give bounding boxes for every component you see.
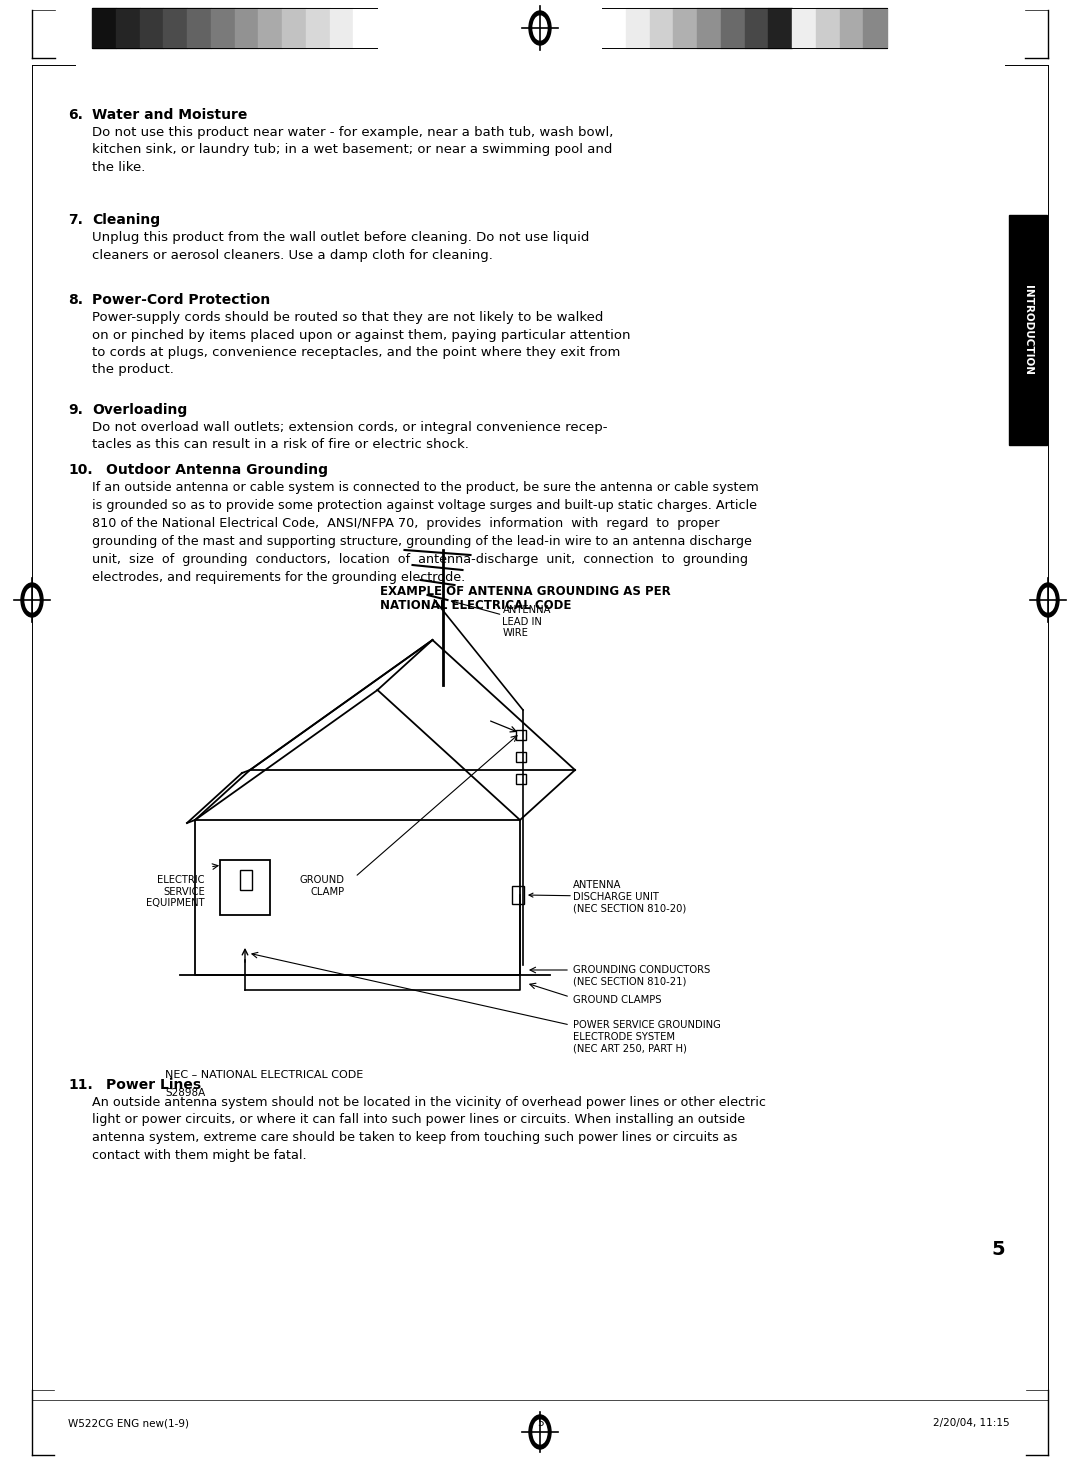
- Ellipse shape: [529, 12, 551, 45]
- Text: 5: 5: [991, 1240, 1005, 1259]
- Bar: [516, 774, 526, 785]
- Bar: [720, 7, 744, 48]
- Text: POWER SERVICE GROUNDING
ELECTRODE SYSTEM
(NEC ART 250, PART H): POWER SERVICE GROUNDING ELECTRODE SYSTEM…: [573, 1020, 720, 1053]
- Text: ELECTRIC
SERVICE
EQUIPMENT: ELECTRIC SERVICE EQUIPMENT: [147, 875, 205, 909]
- Text: GROUND
CLAMP: GROUND CLAMP: [300, 875, 345, 897]
- Text: S2898A: S2898A: [165, 1088, 205, 1099]
- Text: Outdoor Antenna Grounding: Outdoor Antenna Grounding: [106, 463, 328, 476]
- Text: electrodes, and requirements for the grounding electrode.: electrodes, and requirements for the gro…: [92, 571, 465, 584]
- Text: Power-Cord Protection: Power-Cord Protection: [92, 294, 270, 307]
- Bar: [516, 752, 526, 763]
- Bar: [282, 7, 306, 48]
- Bar: [1009, 215, 1047, 446]
- Text: INTRODUCTION: INTRODUCTION: [1023, 285, 1032, 375]
- Text: Cleaning: Cleaning: [92, 213, 160, 226]
- Bar: [815, 7, 839, 48]
- Text: ANTENNA
LEAD IN
WIRE: ANTENNA LEAD IN WIRE: [451, 600, 551, 638]
- Bar: [163, 7, 187, 48]
- Text: unit,  size  of  grounding  conductors,  location  of  antenna-discharge  unit, : unit, size of grounding conductors, loca…: [92, 554, 748, 565]
- Ellipse shape: [529, 1416, 551, 1449]
- Text: Water and Moisture: Water and Moisture: [92, 108, 247, 123]
- Text: 810 of the National Electrical Code,  ANSI/NFPA 70,  provides  information  with: 810 of the National Electrical Code, ANS…: [92, 517, 719, 530]
- Text: ANTENNA
DISCHARGE UNIT
(NEC SECTION 810-20): ANTENNA DISCHARGE UNIT (NEC SECTION 810-…: [529, 880, 686, 913]
- Bar: [211, 7, 234, 48]
- Text: 6.: 6.: [68, 108, 83, 123]
- Bar: [139, 7, 163, 48]
- Text: An outside antenna system should not be located in the vicinity of overhead powe: An outside antenna system should not be …: [92, 1096, 766, 1161]
- Bar: [649, 7, 673, 48]
- Bar: [839, 7, 863, 48]
- Bar: [516, 730, 526, 741]
- Bar: [768, 7, 792, 48]
- Bar: [220, 861, 270, 915]
- Bar: [744, 7, 768, 48]
- Text: Power-supply cords should be routed so that they are not likely to be walked
on : Power-supply cords should be routed so t…: [92, 311, 631, 377]
- Ellipse shape: [534, 1420, 546, 1443]
- Text: 7.: 7.: [68, 213, 83, 226]
- Bar: [512, 885, 524, 904]
- Bar: [92, 7, 116, 48]
- Bar: [240, 869, 252, 890]
- Text: 8.: 8.: [68, 294, 83, 307]
- Text: Do not overload wall outlets; extension cords, or integral convenience recep-
ta: Do not overload wall outlets; extension …: [92, 421, 607, 451]
- Text: grounding of the mast and supporting structure, grounding of the lead-in wire to: grounding of the mast and supporting str…: [92, 535, 752, 548]
- Text: GROUNDING CONDUCTORS
(NEC SECTION 810-21): GROUNDING CONDUCTORS (NEC SECTION 810-21…: [573, 966, 711, 986]
- Bar: [602, 7, 625, 48]
- Bar: [792, 7, 815, 48]
- Bar: [187, 7, 211, 48]
- Text: EXAMPLE OF ANTENNA GROUNDING AS PER: EXAMPLE OF ANTENNA GROUNDING AS PER: [380, 584, 671, 598]
- Text: is grounded so as to provide some protection against voltage surges and built-up: is grounded so as to provide some protec…: [92, 500, 757, 511]
- Bar: [863, 7, 887, 48]
- Text: If an outside antenna or cable system is connected to the product, be sure the a: If an outside antenna or cable system is…: [92, 481, 759, 494]
- Text: 9.: 9.: [68, 403, 83, 416]
- Bar: [329, 7, 353, 48]
- Text: 2/20/04, 11:15: 2/20/04, 11:15: [933, 1419, 1010, 1427]
- Text: W522CG ENG new(1-9): W522CG ENG new(1-9): [68, 1419, 189, 1427]
- Text: Overloading: Overloading: [92, 403, 187, 416]
- Bar: [673, 7, 697, 48]
- Ellipse shape: [1037, 583, 1059, 617]
- Text: GROUND CLAMPS: GROUND CLAMPS: [573, 995, 661, 1005]
- Text: 5: 5: [537, 1419, 543, 1427]
- Ellipse shape: [25, 587, 39, 612]
- Text: NEC – NATIONAL ELECTRICAL CODE: NEC – NATIONAL ELECTRICAL CODE: [165, 1069, 363, 1080]
- Bar: [625, 7, 649, 48]
- Bar: [234, 7, 258, 48]
- Bar: [116, 7, 139, 48]
- Bar: [306, 7, 329, 48]
- Ellipse shape: [1041, 587, 1055, 612]
- Ellipse shape: [534, 16, 546, 39]
- Text: Power Lines: Power Lines: [106, 1078, 201, 1091]
- Ellipse shape: [21, 583, 43, 617]
- Bar: [697, 7, 720, 48]
- Text: 11.: 11.: [68, 1078, 93, 1091]
- Text: 10.: 10.: [68, 463, 93, 476]
- Bar: [258, 7, 282, 48]
- Text: Unplug this product from the wall outlet before cleaning. Do not use liquid
clea: Unplug this product from the wall outlet…: [92, 231, 590, 262]
- Text: NATIONAL ELECTRICAL CODE: NATIONAL ELECTRICAL CODE: [380, 599, 571, 612]
- Bar: [353, 7, 377, 48]
- Text: Do not use this product near water - for example, near a bath tub, wash bowl,
ki: Do not use this product near water - for…: [92, 126, 613, 174]
